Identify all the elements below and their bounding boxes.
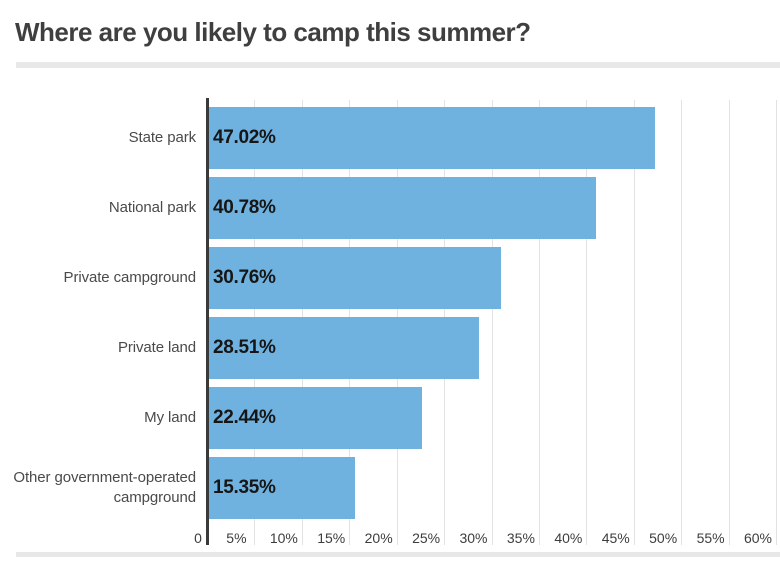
gridline — [776, 100, 777, 545]
x-tick-label: 15% — [317, 530, 346, 546]
category-label: National park — [108, 199, 196, 216]
bottom-divider — [16, 552, 780, 557]
x-tick-label: 20% — [364, 530, 393, 546]
gridline — [728, 100, 730, 545]
bar: 15.35% — [209, 457, 355, 519]
x-tick-label: 10% — [269, 530, 298, 546]
bar-value-label: 28.51% — [213, 337, 276, 358]
category-label: Private campground — [63, 269, 197, 286]
category-label: Other government-operated campground — [13, 469, 196, 506]
x-tick-label: 60% — [743, 530, 773, 546]
chart-title: Where are you likely to camp this summer… — [15, 17, 531, 47]
x-tick-label: 45% — [601, 530, 630, 546]
gridline — [491, 100, 493, 545]
gridline — [538, 100, 540, 545]
bar: 40.78% — [209, 177, 596, 239]
bar-value-label: 30.76% — [213, 267, 276, 288]
x-tick-label: 5% — [226, 530, 247, 546]
category-label: My land — [144, 409, 196, 426]
bar: 47.02% — [209, 107, 655, 169]
bar-value-label: 22.44% — [213, 407, 276, 428]
bar-value-label: 40.78% — [213, 197, 276, 218]
x-tick-label: 30% — [459, 530, 488, 546]
x-tick-label: 25% — [412, 530, 441, 546]
x-tick-label: 50% — [649, 530, 678, 546]
bar: 30.76% — [209, 247, 501, 309]
y-axis-line — [206, 98, 209, 545]
category-label: Private land — [117, 339, 196, 356]
gridline — [681, 100, 683, 545]
x-tick-label: 55% — [696, 530, 725, 546]
bar-value-label: 47.02% — [213, 127, 276, 148]
category-label: State park — [128, 129, 196, 146]
top-divider — [16, 62, 780, 68]
bar-value-label: 15.35% — [213, 477, 276, 498]
gridline — [586, 100, 588, 545]
x-tick-label: 35% — [506, 530, 535, 546]
bar: 28.51% — [209, 317, 480, 379]
x-tick-label: 0 — [194, 530, 202, 546]
gridline — [633, 100, 635, 545]
x-tick-label: 40% — [554, 530, 583, 546]
bar: 22.44% — [209, 387, 422, 449]
